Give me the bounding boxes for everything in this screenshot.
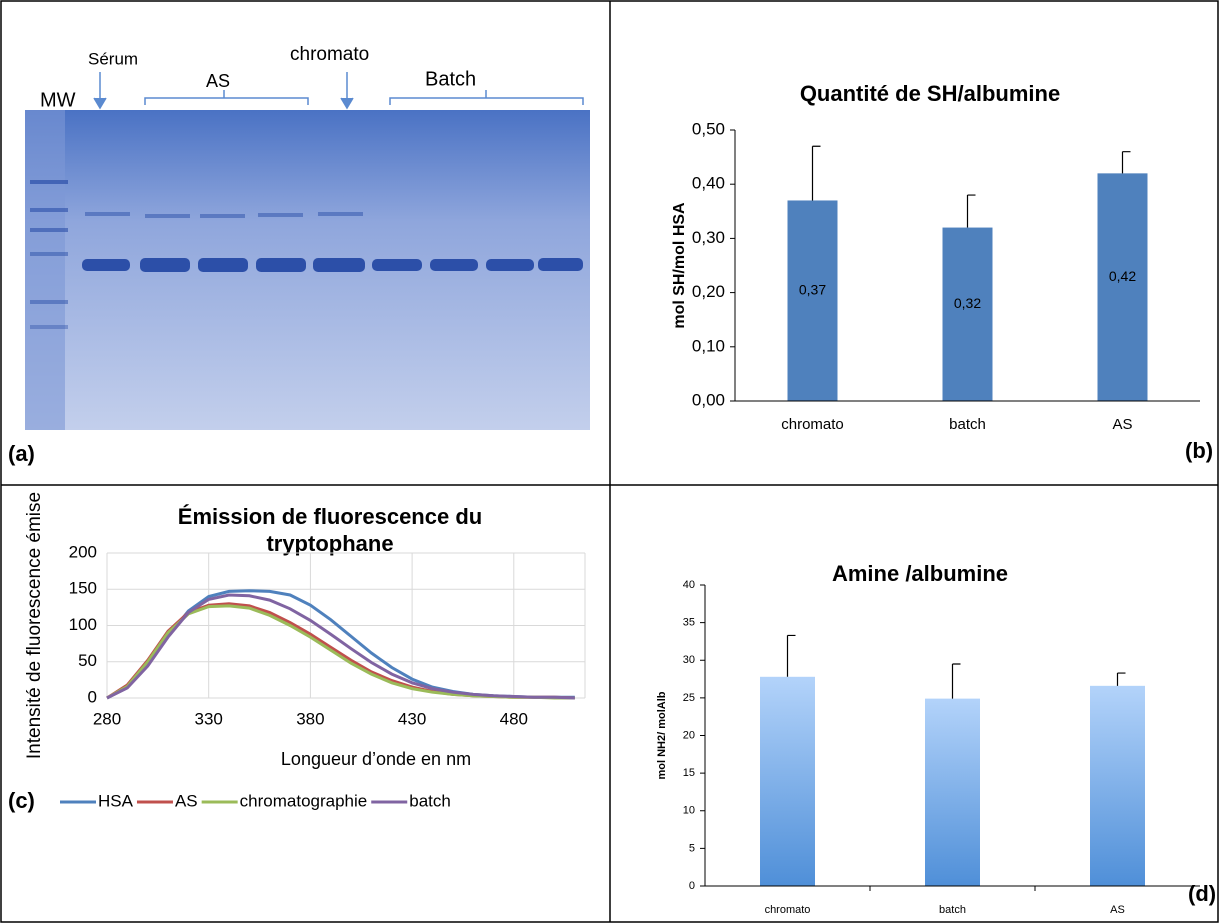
- legend-label: batch: [409, 791, 451, 810]
- x-tick-label: 430: [398, 709, 426, 728]
- x-tick-label: 480: [500, 709, 528, 728]
- panel-label: (b): [1185, 438, 1213, 463]
- x-tick-label: AS: [1110, 904, 1125, 916]
- error-bar: [786, 634, 796, 677]
- y-tick-label: 25: [683, 692, 695, 704]
- y-tick-label: 0,10: [692, 336, 725, 355]
- x-tick-label: 280: [93, 709, 121, 728]
- y-tick-label: 15: [683, 767, 695, 779]
- legend-label: AS: [175, 791, 198, 810]
- line-series: [106, 604, 575, 700]
- chart-title: tryptophane: [266, 531, 393, 556]
- y-tick-label: 0: [88, 687, 97, 706]
- chart-title: Quantité de SH/albumine: [800, 81, 1060, 106]
- error-bar: [1121, 151, 1131, 174]
- line-series: [106, 593, 575, 700]
- gel-label: AS: [206, 71, 230, 91]
- y-tick-label: 0,20: [692, 282, 725, 301]
- y-tick-label: 35: [683, 617, 695, 629]
- y-axis-label: mol SH/mol HSA: [671, 202, 688, 329]
- y-tick-label: 0,50: [692, 119, 725, 138]
- error-bar: [951, 663, 961, 699]
- y-axis-label: Intensité de fluorescence émise: [24, 492, 45, 759]
- x-tick-label: batch: [939, 904, 966, 916]
- line-series: [106, 602, 575, 700]
- y-tick-label: 50: [78, 651, 97, 670]
- y-tick-label: 0,00: [692, 390, 725, 409]
- chart-title: Émission de fluorescence du: [178, 504, 482, 529]
- bands: [30, 180, 583, 329]
- gel: MW Sérum AS chromato Batch (a): [8, 44, 590, 466]
- y-tick-label: 150: [69, 579, 97, 598]
- y-tick-label: 0,40: [692, 174, 725, 193]
- error-bar: [1116, 672, 1126, 686]
- y-tick-label: 5: [689, 842, 695, 854]
- bar: [925, 698, 980, 886]
- gel-label: Sérum: [88, 49, 138, 68]
- bar: [1097, 173, 1148, 401]
- bar: [1090, 685, 1145, 886]
- y-tick-label: 0: [689, 880, 695, 892]
- gel-label: Batch: [425, 68, 476, 90]
- y-tick-label: 30: [683, 654, 695, 666]
- line-series: [106, 589, 575, 700]
- y-tick-label: 20: [683, 729, 695, 741]
- error-bar: [966, 194, 976, 228]
- data-label: 0,37: [799, 281, 826, 297]
- panel-label: (c): [8, 788, 35, 813]
- y-tick-label: 200: [69, 542, 97, 561]
- ladder: [25, 110, 65, 430]
- error-bar: [811, 145, 821, 201]
- gel-label: MW: [40, 89, 76, 111]
- bar: [942, 227, 993, 401]
- legend-label: chromatographie: [240, 791, 368, 810]
- gel-annotations: [93, 72, 584, 110]
- data-label: 0,42: [1109, 268, 1136, 284]
- y-tick-label: 100: [69, 615, 97, 634]
- legend-label: HSA: [98, 791, 134, 810]
- x-tick-label: 380: [296, 709, 324, 728]
- x-tick-label: AS: [1112, 416, 1132, 433]
- bar: [787, 200, 838, 401]
- chart-title: Amine /albumine: [832, 561, 1008, 586]
- x-tick-label: 330: [195, 709, 223, 728]
- x-tick-label: chromato: [765, 904, 811, 916]
- panel-label: (d): [1188, 881, 1216, 906]
- x-tick-label: chromato: [781, 416, 844, 433]
- data-label: 0,32: [954, 295, 981, 311]
- x-tick-label: batch: [949, 416, 986, 433]
- panel-label: (a): [8, 441, 35, 466]
- y-tick-label: 0,30: [692, 228, 725, 247]
- y-tick-label: 40: [683, 579, 695, 591]
- y-axis-label: mol NH2/ molAlb: [656, 691, 668, 779]
- y-tick-label: 10: [683, 805, 695, 817]
- x-axis-label: Longueur d’onde en nm: [281, 749, 471, 769]
- gel-label: chromato: [290, 44, 369, 65]
- bar: [760, 676, 815, 886]
